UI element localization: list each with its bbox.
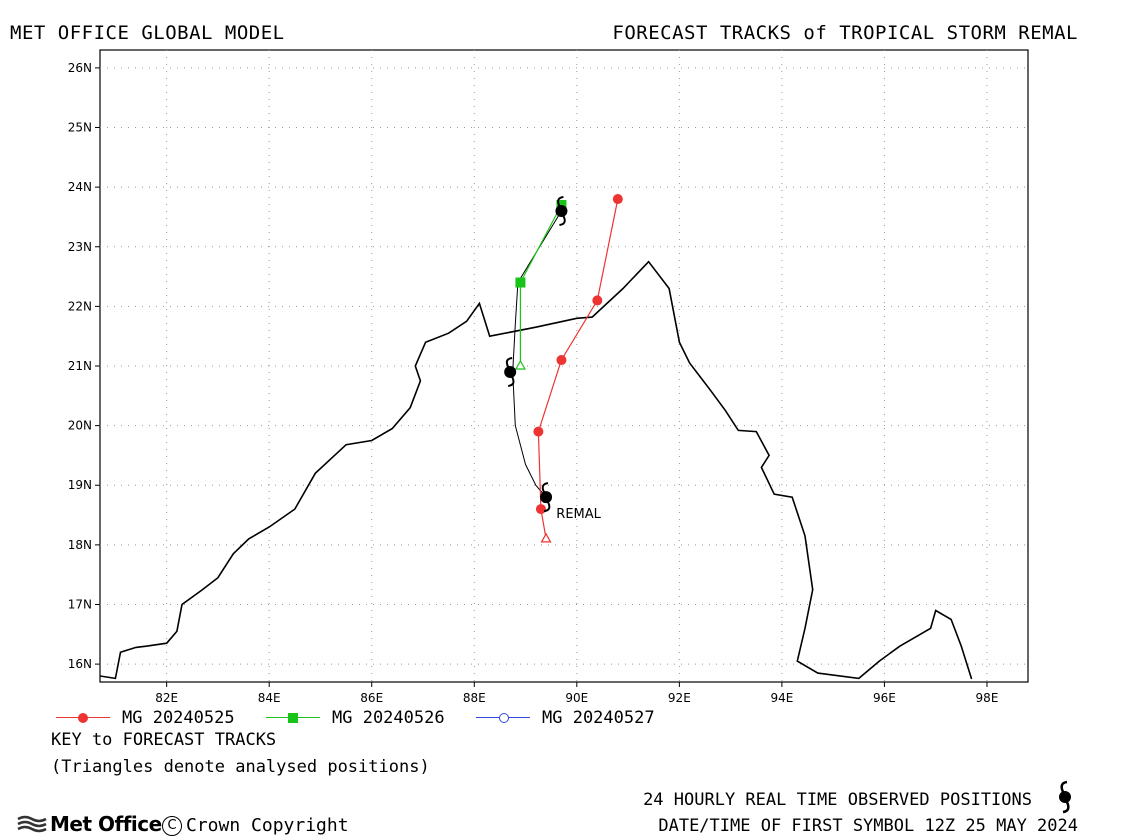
forecast-track-0 [537,198,619,540]
legend-label: MG 20240525 [122,708,235,728]
legend-label: MG 20240526 [332,708,445,728]
key-title: KEY to FORECAST TRACKS [51,730,277,750]
analysed-position-triangle [540,532,552,543]
copyright: C Crown Copyright [162,815,349,836]
forecast-track-1 [519,204,562,366]
forecast-point [592,295,603,306]
legend-red-circle-icon [56,708,110,728]
analysed-position-triangle [514,359,526,370]
map-frame [99,49,1029,683]
forecast-point [556,355,567,366]
tick-label-lat: 25N [68,121,92,135]
observed-positions-label: 24 HOURLY REAL TIME OBSERVED POSITIONS [643,790,1032,810]
tick-label-lat: 22N [68,299,92,313]
tick-label-lon: 88E [463,691,486,705]
tick-label-lat: 18N [68,538,92,552]
tick-label-lat: 19N [68,478,92,492]
tick-label-lat: 16N [68,657,92,671]
legend-item-mg-20240526: MG 20240526 [266,708,445,728]
tick-label-lon: 86E [360,691,383,705]
legend-green-square-icon [266,708,320,728]
legend-item-mg-20240525: MG 20240525 [56,708,235,728]
observed-track [512,210,562,498]
tick-label-lon: 90E [565,691,588,705]
header-right-title: FORECAST TRACKS of TROPICAL STORM REMAL [612,22,1078,44]
tick-label-lat: 26N [68,61,92,75]
tick-label-lat: 20N [68,419,92,433]
tick-label-lon: 96E [873,691,896,705]
observed-cyclone-icon [555,195,568,226]
cyclone-symbol-icon [1059,780,1071,814]
observed-cyclone-icon [540,482,553,513]
first-symbol-datetime: DATE/TIME OF FIRST SYMBOL 12Z 25 MAY 202… [658,816,1078,836]
tick-label-lat: 17N [68,597,92,611]
legend-label: MG 20240527 [542,708,655,728]
legend-item-mg-20240527: MG 20240527 [476,708,655,728]
map-layer: REMAL [100,194,973,680]
forecast-point [535,504,546,515]
coastline [100,260,973,680]
met-office-logo-icon [17,815,47,833]
tick-label-lat: 24N [68,180,92,194]
key-note: (Triangles denote analysed positions) [51,757,430,777]
tick-label-lat: 21N [68,359,92,373]
legend-blue-open-circle-icon [476,708,530,728]
header-left-title: MET OFFICE GLOBAL MODEL [10,22,285,44]
tick-label-lon: 94E [770,691,793,705]
storm-label: REMAL [556,507,601,522]
forecast-point [515,277,526,288]
tick-label-lon: 82E [155,691,178,705]
met-office-logo: Met Office [17,812,162,836]
copyright-symbol-icon: C [162,815,182,836]
tick-label-lon: 84E [258,691,281,705]
observed-cyclone-icon [504,356,517,387]
forecast-point [533,426,544,437]
tick-label-lon: 98E [976,691,999,705]
copyright-text: Crown Copyright [186,815,349,836]
forecast-point [612,194,623,205]
tick-label-lon: 92E [668,691,691,705]
logo-text: Met Office [50,812,162,836]
tick-label-lat: 23N [68,240,92,254]
